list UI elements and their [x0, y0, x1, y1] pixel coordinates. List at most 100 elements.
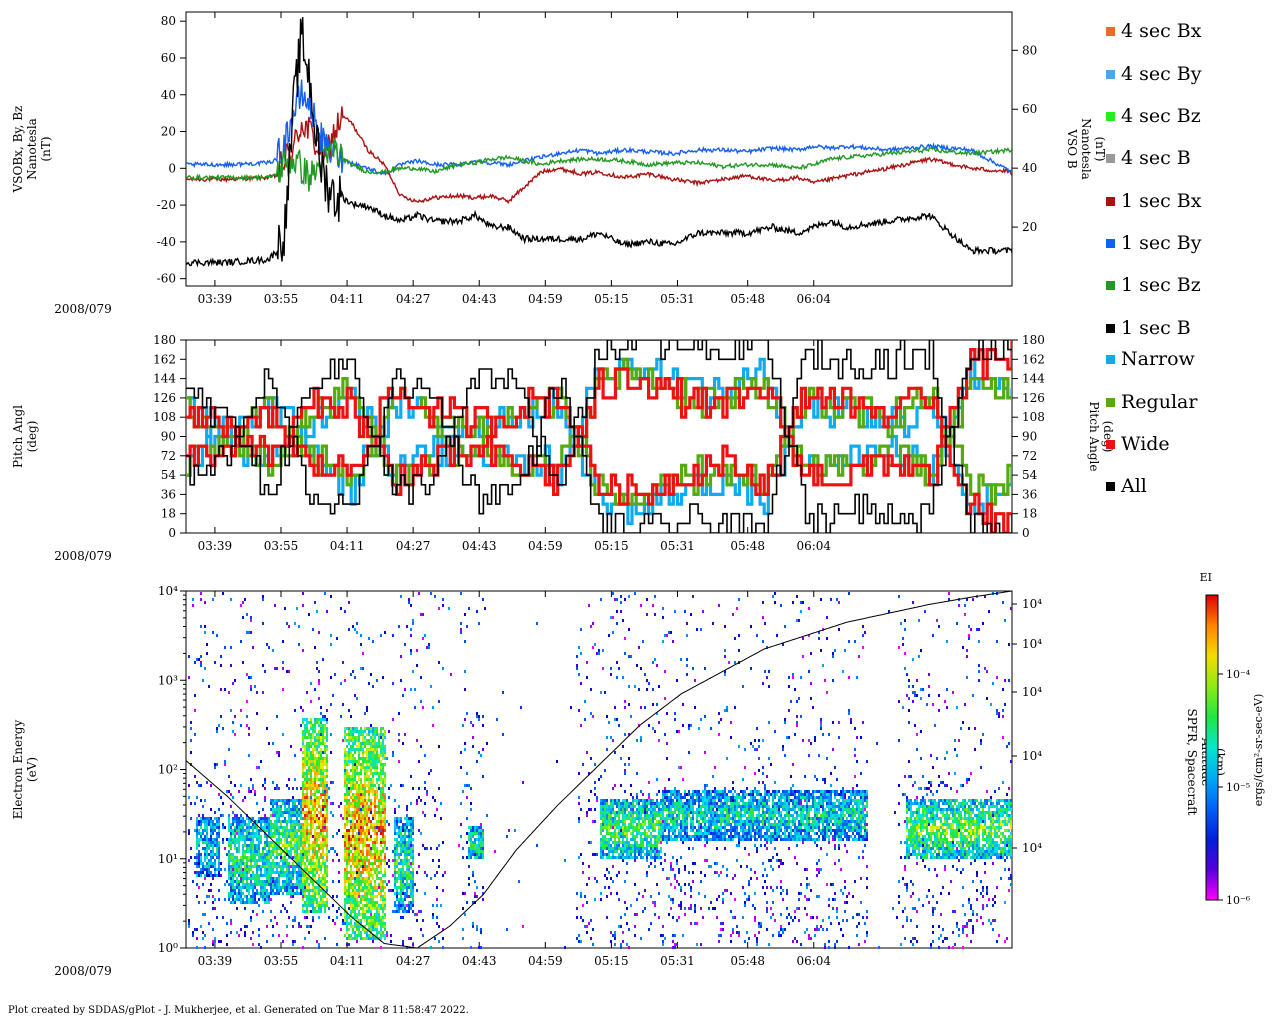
- y2-tick-label-altitude: 10⁴: [1022, 749, 1042, 763]
- series-line-1-sec-bz: [186, 137, 1012, 192]
- x-tick-label-pitch: 05:31: [660, 539, 695, 553]
- x-tick-label-spec: 04:59: [528, 954, 563, 968]
- legend-swatch: [1106, 69, 1115, 79]
- legend-label: 4 sec Bz: [1121, 105, 1201, 127]
- legend-swatch: [1106, 280, 1115, 290]
- pitch-trace-all: [186, 340, 1012, 533]
- x-tick-label-pitch: 05:48: [730, 539, 765, 553]
- y-tick-label-mag: 80: [161, 14, 176, 28]
- y-tick-label-energy: 10⁴: [158, 584, 178, 598]
- legend-item-1-sec-b: 1 sec B: [1106, 317, 1191, 339]
- x-tick-label-spec: 05:15: [594, 954, 629, 968]
- legend-swatch: [1106, 26, 1115, 36]
- x-tick-label-spec: 04:11: [330, 954, 365, 968]
- y-axis-label-pitch: (deg): [25, 421, 39, 453]
- legend-swatch: [1106, 238, 1115, 248]
- legend-swatch: [1106, 439, 1115, 449]
- x-tick-label-spec: 03:55: [264, 954, 299, 968]
- legend-swatch: [1106, 153, 1115, 163]
- y-axis-label-pitch: Pitch Angl: [11, 405, 25, 468]
- x-tick-label-mag: 05:48: [730, 292, 765, 306]
- x-tick-label-pitch: 04:27: [396, 539, 431, 553]
- y2-tick-label-pitch: 72: [1022, 449, 1037, 463]
- y-axis-label-mag: Nanotesla: [25, 118, 39, 180]
- y-tick-label-pitch: 108: [153, 410, 176, 424]
- legend-label: Narrow: [1121, 348, 1195, 370]
- y2-tick-label-pitch: 54: [1022, 468, 1038, 482]
- y2-axis-label-altitude: SPFR, Spacecraft: [1185, 708, 1199, 815]
- x-tick-label-spec: 05:48: [730, 954, 765, 968]
- x-tick-label-pitch: 04:43: [462, 539, 497, 553]
- legend-item-4-sec-bz: 4 sec Bz: [1106, 105, 1201, 127]
- x-tick-label-spec: 03:39: [198, 954, 233, 968]
- y-tick-label-pitch: 90: [161, 430, 176, 444]
- y-tick-label-pitch: 36: [161, 487, 176, 501]
- altitude-curve: [185, 590, 1013, 949]
- date-label-pitch: 2008/079: [54, 549, 112, 563]
- y2-axis-label-mag: VSO B: [1065, 128, 1079, 169]
- y-tick-label-mag: 20: [161, 125, 176, 139]
- y-tick-label-mag: 60: [161, 51, 176, 65]
- legend-item-1-sec-bx: 1 sec Bx: [1106, 190, 1201, 212]
- x-tick-label-mag: 03:55: [264, 292, 299, 306]
- y2-tick-label-altitude: 10⁴: [1022, 685, 1042, 699]
- legend-item-4-sec-bx: 4 sec Bx: [1106, 20, 1201, 42]
- y2-tick-label-altitude: 10⁴: [1022, 841, 1042, 855]
- y-tick-label-pitch: 180: [153, 333, 176, 347]
- y-axis-label-energy: (eV): [25, 757, 39, 782]
- legend-label: All: [1121, 475, 1147, 497]
- y2-tick-label-pitch: 144: [1022, 372, 1045, 386]
- legend-label: 1 sec Bx: [1121, 190, 1202, 212]
- y2-axis-label-mag: Nanotesla: [1079, 118, 1093, 180]
- y-tick-label-pitch: 0: [168, 526, 176, 540]
- y-tick-label-pitch: 162: [153, 352, 176, 366]
- series-line-1-sec-bx: [186, 106, 1012, 205]
- series-line-1-sec-b: [186, 16, 1012, 268]
- y-axis-label-energy: Electron Energy: [11, 720, 25, 820]
- legend-label: Wide: [1121, 433, 1170, 455]
- x-tick-label-mag: 04:27: [396, 292, 431, 306]
- legend-item-regular: Regular: [1106, 391, 1197, 413]
- x-tick-label-pitch: 04:11: [330, 539, 365, 553]
- y2-tick-label-altitude: 10⁴: [1022, 637, 1042, 651]
- x-tick-label-mag: 04:43: [462, 292, 497, 306]
- y2-tick-label-pitch: 162: [1022, 352, 1045, 366]
- y2-tick-label-pitch: 36: [1022, 487, 1037, 501]
- y-tick-label-mag: -60: [157, 272, 176, 286]
- legend-swatch: [1106, 323, 1115, 333]
- colorbar: [1205, 594, 1219, 901]
- x-tick-label-spec: 05:31: [660, 954, 695, 968]
- y2-tick-label-mag: 40: [1022, 161, 1037, 175]
- x-tick-label-pitch: 04:59: [528, 539, 563, 553]
- x-tick-label-mag: 04:59: [528, 292, 563, 306]
- y2-tick-label-mag: 60: [1022, 102, 1037, 116]
- legend-label: 4 sec B: [1121, 147, 1191, 169]
- y-tick-label-pitch: 144: [153, 372, 176, 386]
- x-tick-label-pitch: 05:15: [594, 539, 629, 553]
- colorbar-title: EI: [1200, 571, 1212, 584]
- y-tick-label-mag: 0: [168, 161, 176, 175]
- y2-axis-label-mag: (nT): [1093, 136, 1107, 161]
- y-tick-label-pitch: 72: [161, 449, 176, 463]
- y-tick-label-energy: 10³: [158, 673, 178, 687]
- pitch-trace-wide: [186, 340, 1012, 496]
- x-tick-label-mag: 06:04: [796, 292, 831, 306]
- y-tick-label-mag: -40: [157, 235, 176, 249]
- y2-tick-label-pitch: 0: [1022, 526, 1030, 540]
- y-axis-label-mag: VSOBx, By, Bz: [11, 106, 25, 194]
- y2-tick-label-altitude: 10⁴: [1022, 597, 1042, 611]
- x-tick-label-mag: 05:15: [594, 292, 629, 306]
- y-tick-label-pitch: 54: [161, 468, 177, 482]
- y2-tick-label-pitch: 108: [1022, 410, 1045, 424]
- y2-tick-label-mag: 20: [1022, 220, 1037, 234]
- x-tick-label-pitch: 06:04: [796, 539, 831, 553]
- y-tick-label-pitch: 126: [153, 391, 176, 405]
- legend-item-narrow: Narrow: [1106, 348, 1195, 370]
- y2-tick-label-mag: 80: [1022, 43, 1037, 57]
- legend-item-1-sec-by: 1 sec By: [1106, 232, 1202, 254]
- y2-tick-label-pitch: 90: [1022, 430, 1037, 444]
- colorbar-label: ergs/(cm²-sr-sec-eV): [1252, 694, 1265, 807]
- colorbar-tick-label: 10⁻⁵: [1226, 781, 1250, 794]
- legend-label: 4 sec By: [1121, 63, 1202, 85]
